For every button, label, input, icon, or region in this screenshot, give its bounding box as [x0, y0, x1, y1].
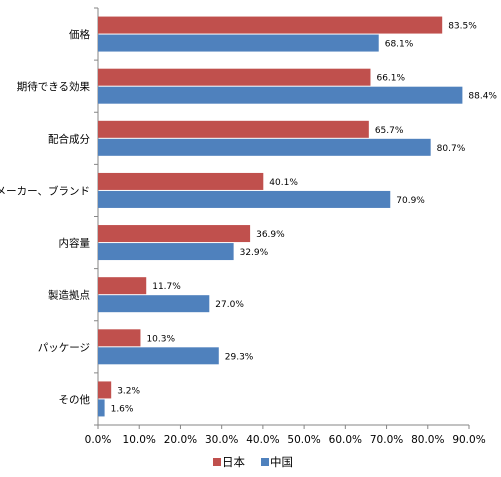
bar-japan	[98, 120, 369, 138]
category-label: その他	[59, 393, 91, 406]
x-tick-label: 90.0%	[452, 434, 485, 446]
x-tick-label: 0.0%	[85, 434, 112, 446]
bar-japan	[98, 277, 147, 295]
data-label: 88.4%	[468, 92, 497, 102]
legend-swatch	[213, 458, 221, 466]
chart-bars	[98, 16, 463, 417]
bar-china	[98, 34, 379, 52]
bar-china	[98, 138, 431, 156]
data-label: 3.2%	[117, 386, 140, 396]
category-label: 期待できる効果	[17, 80, 91, 93]
legend-label: 中国	[270, 455, 293, 469]
x-tick-label: 40.0%	[246, 434, 279, 446]
x-tick-label: 30.0%	[205, 434, 238, 446]
data-label: 83.5%	[448, 22, 477, 32]
data-label: 1.6%	[111, 404, 134, 414]
data-label: 70.9%	[396, 196, 425, 206]
data-label: 11.7%	[152, 282, 181, 292]
data-label: 10.3%	[146, 334, 175, 344]
category-label: 内容量	[59, 237, 91, 250]
data-label: 27.0%	[215, 300, 244, 310]
bar-china	[98, 190, 391, 208]
bar-china	[98, 399, 105, 417]
category-label: メーカー、ブランド	[0, 184, 90, 197]
bar-china	[98, 86, 463, 104]
bar-japan	[98, 381, 112, 399]
bar-china	[98, 243, 234, 261]
category-label: 価格	[69, 28, 90, 41]
data-label: 40.1%	[269, 178, 298, 188]
x-tick-label: 20.0%	[164, 434, 197, 446]
category-label: 配合成分	[48, 132, 90, 145]
chart-labels: 価格 83.5% 68.1% 期待できる効果 66.1% 88.4% 配合成分 65.7% 80…	[0, 22, 497, 415]
data-label: 68.1%	[385, 40, 414, 50]
bar-japan	[98, 16, 443, 34]
category-label: パッケージ	[38, 342, 90, 354]
x-tick-label: 70.0%	[370, 434, 403, 446]
data-label: 32.9%	[240, 248, 269, 258]
chart-legend: 日本 中国	[213, 455, 293, 469]
x-tick-label: 80.0%	[411, 434, 444, 446]
data-label: 65.7%	[375, 126, 404, 136]
bar-japan	[98, 225, 251, 243]
data-label: 29.3%	[225, 352, 254, 362]
data-label: 66.1%	[376, 74, 405, 84]
data-label: 36.9%	[256, 230, 285, 240]
legend-label: 日本	[222, 455, 245, 469]
legend-swatch	[261, 458, 269, 466]
data-label: 80.7%	[437, 144, 466, 154]
bar-japan	[98, 329, 141, 347]
bar-china	[98, 295, 210, 313]
x-tick-label: 50.0%	[287, 434, 320, 446]
x-tick-label: 60.0%	[329, 434, 362, 446]
bar-china	[98, 347, 219, 365]
chart-axes: 0.0% 10.0% 20.0% 30.0% 40.0% 50.0% 60.0% 70.0% 8…	[85, 7, 486, 446]
x-tick-label: 10.0%	[123, 434, 156, 446]
bar-japan	[98, 172, 264, 190]
bar-japan	[98, 68, 371, 86]
category-label: 製造拠点	[48, 289, 90, 302]
